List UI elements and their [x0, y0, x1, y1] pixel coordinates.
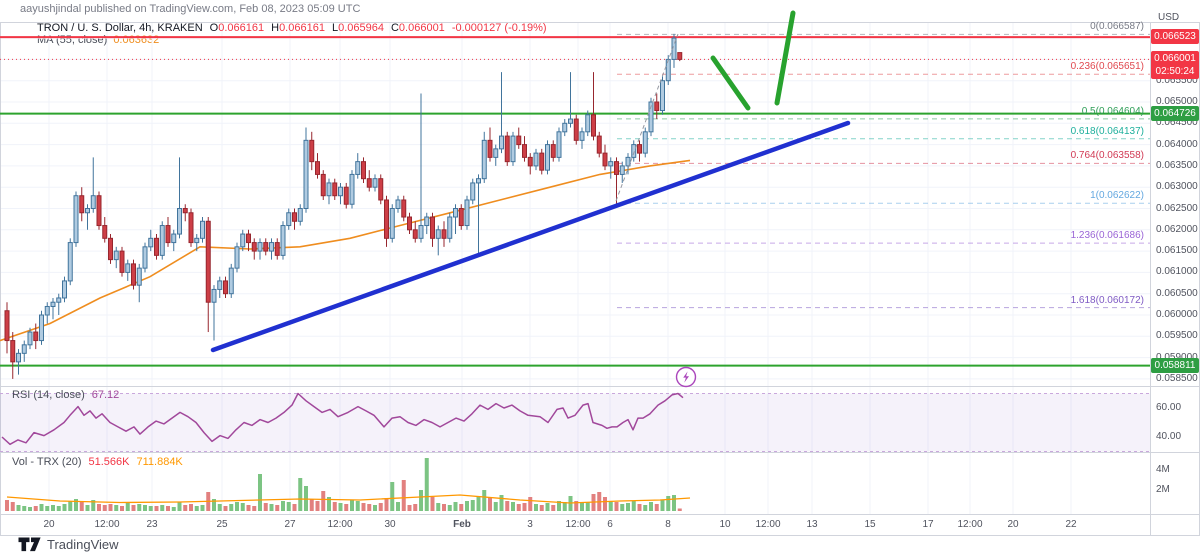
- price-axis-label: 0.062000: [1156, 223, 1198, 235]
- time-axis-label: 6: [607, 519, 613, 530]
- time-axis-label: 20: [1007, 519, 1019, 530]
- price-axis-label: 0.060000: [1156, 309, 1198, 320]
- price-axis-label: 0.061000: [1156, 266, 1198, 278]
- price-axis-label: 0.060500: [1156, 287, 1198, 299]
- volume-label: Vol - TRX (20): [12, 456, 82, 468]
- time-axis-label: 12:00: [327, 519, 353, 530]
- time-axis-label: 25: [216, 519, 228, 530]
- time-axis-label: 15: [864, 519, 876, 530]
- price-axis-label: 0.059500: [1156, 330, 1198, 342]
- time-axis-label: 22: [1065, 519, 1077, 530]
- volume-legend[interactable]: Vol - TRX (20) 51.566K 711.884K: [12, 456, 183, 468]
- time-axis-label: 17: [922, 519, 934, 530]
- ohlc-item: C0.066001: [390, 22, 445, 34]
- price-axis-label: 0.063000: [1156, 181, 1198, 193]
- fib-level-label: 0.764(0.063558): [1070, 150, 1144, 162]
- fib-level-label: 0.618(0.064137): [1070, 125, 1144, 137]
- time-axis-label: 20: [43, 519, 55, 530]
- price-axis-label: 0.062500: [1156, 202, 1198, 214]
- rsi-axis-label: 60.00: [1156, 402, 1182, 413]
- price-badge: 0.064726: [1151, 105, 1199, 121]
- time-axis-label: 12:00: [957, 519, 983, 530]
- price-axis-label: 0.064000: [1156, 138, 1198, 150]
- rsi-label: RSI (14, close): [12, 389, 85, 401]
- time-axis-label: 10: [719, 519, 731, 530]
- time-axis-label: Feb: [453, 519, 471, 530]
- time-axis-label: 8: [665, 519, 671, 530]
- currency-label: USD: [1158, 12, 1180, 23]
- symbol-legend[interactable]: TRON / U. S. Dollar, 4h, KRAKEN O0.06616…: [37, 22, 547, 34]
- ohlc-item: L0.065964: [331, 22, 384, 34]
- rsi-legend[interactable]: RSI (14, close) 67.12: [12, 389, 119, 401]
- time-axis-label: 3: [527, 519, 533, 530]
- price-axis-label: 0.065500: [1156, 74, 1198, 86]
- price-axis-label: 0.059000: [1156, 352, 1198, 364]
- volume-ma-value: 711.884K: [136, 456, 183, 468]
- fib-level-label: 1(0.062622): [1090, 190, 1144, 202]
- volume-current-value: 51.566K: [88, 456, 130, 468]
- volume-axis-label: 2M: [1156, 484, 1170, 495]
- time-axis-label: 12:00: [755, 519, 781, 530]
- fib-level-label: 0(0.066587): [1090, 21, 1144, 33]
- footer: TradingView: [18, 536, 119, 552]
- time-axis-label: 12:00: [94, 519, 120, 530]
- ohlc-item: O0.066161: [209, 22, 265, 34]
- price-axis-label: 0.061500: [1156, 245, 1198, 257]
- price-badge: 0.058811: [1151, 357, 1199, 373]
- time-axis-label: 13: [806, 519, 818, 530]
- rsi-value: 67.12: [91, 389, 120, 401]
- symbol-title: TRON / U. S. Dollar, 4h, KRAKEN: [37, 22, 203, 34]
- time-axis-label: 12:00: [565, 519, 591, 530]
- price-axis-label: 0.058500: [1156, 372, 1198, 384]
- fib-level-label: 0.5(0.064604): [1081, 105, 1144, 117]
- publish-info: aayushjindal published on TradingView.co…: [20, 3, 361, 15]
- price-badge: 0.066523: [1151, 29, 1199, 45]
- fib-level-label: 0.236(0.065651): [1070, 61, 1144, 73]
- price-axis-label: 0.065000: [1156, 96, 1198, 107]
- price-badge: 0.066001 02:50:24: [1151, 51, 1199, 80]
- tradingview-logo[interactable]: [18, 537, 42, 552]
- fib-level-label: 1.618(0.060172): [1070, 294, 1144, 306]
- lightning-icon[interactable]: [672, 363, 700, 391]
- ohlc-item: H0.066161: [271, 22, 325, 34]
- volume-axis-label: 4M: [1156, 464, 1170, 475]
- fib-level-label: 1.236(0.061686): [1070, 230, 1144, 242]
- price-axis-label: 0.064500: [1156, 117, 1198, 129]
- time-axis-label: 23: [146, 519, 158, 530]
- ohlc-values: O0.066161 H0.066161 L0.065964 C0.066001: [210, 22, 445, 34]
- price-axis-label: 0.063500: [1156, 159, 1198, 171]
- change-value: -0.000127 (-0.19%): [451, 22, 547, 34]
- brand-text: TradingView: [47, 536, 119, 552]
- time-axis-label: 27: [284, 519, 296, 530]
- rsi-axis-label: 40.00: [1156, 431, 1182, 442]
- time-axis-label: 30: [384, 519, 396, 530]
